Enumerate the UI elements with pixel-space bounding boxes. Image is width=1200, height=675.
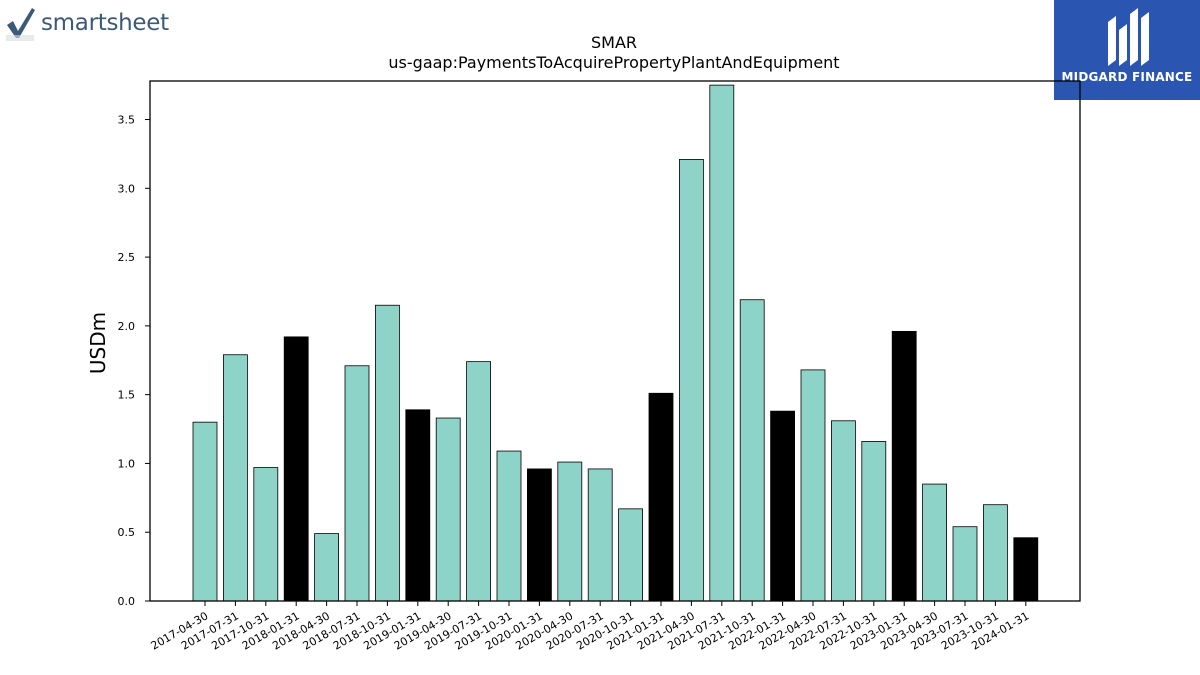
y-tick-label: 3.0 bbox=[118, 182, 136, 195]
y-tick-label: 0.5 bbox=[118, 526, 136, 539]
bar-2023-04-30 bbox=[922, 483, 947, 602]
bar-2022-04-30 bbox=[800, 369, 826, 602]
bar-2023-10-31 bbox=[983, 504, 1008, 602]
bar-2021-04-30 bbox=[679, 159, 704, 602]
checkmark-icon bbox=[6, 8, 35, 41]
bar-2023-07-31 bbox=[952, 526, 978, 602]
bar-2020-04-30 bbox=[557, 461, 583, 602]
bar-2017-07-31 bbox=[222, 354, 248, 602]
y-tick-label: 3.5 bbox=[118, 114, 136, 127]
y-tick-label: 2.5 bbox=[118, 251, 136, 264]
y-tick-label: 1.5 bbox=[118, 389, 136, 402]
bar-2017-04-30 bbox=[192, 421, 218, 602]
y-axis-label: USDm bbox=[86, 312, 110, 374]
bar-2020-01-31 bbox=[527, 468, 552, 602]
bar-2021-07-31 bbox=[709, 84, 735, 602]
bar-2022-07-31 bbox=[831, 420, 856, 602]
x-axis-ticks: 2017-04-302017-07-312017-10-312018-01-31… bbox=[149, 601, 1031, 653]
y-axis-ticks: 0.0 0.5 1.0 1.5 2.0 2.5 3.0 3.5 bbox=[118, 114, 150, 608]
bar-2018-01-31 bbox=[283, 336, 309, 602]
bar-2024-01-31 bbox=[1013, 537, 1039, 602]
chart-subtitle: us-gaap:PaymentsToAcquirePropertyPlantAn… bbox=[388, 53, 839, 72]
bar-2019-10-31 bbox=[496, 450, 522, 602]
bar-2018-07-31 bbox=[344, 365, 370, 602]
bar-2019-01-31 bbox=[405, 409, 431, 602]
bar-2020-10-31 bbox=[618, 508, 643, 602]
smartsheet-logo: smartsheet bbox=[4, 3, 169, 43]
y-tick-label: 2.0 bbox=[118, 320, 136, 333]
bar-2022-10-31 bbox=[861, 441, 887, 602]
bar-2018-04-30 bbox=[314, 533, 340, 602]
plot-frame bbox=[149, 80, 1081, 602]
bar-2019-07-31 bbox=[466, 361, 492, 602]
bar-2021-01-31 bbox=[648, 392, 674, 602]
bar-2021-10-31 bbox=[739, 299, 765, 602]
midgard-finance-logo-text: MIDGARD FINANCE bbox=[1061, 70, 1193, 84]
smartsheet-logo-text: smartsheet bbox=[41, 10, 169, 36]
bar-2020-07-31 bbox=[587, 468, 613, 602]
y-tick-label: 0.0 bbox=[118, 595, 136, 608]
bar-2018-10-31 bbox=[374, 304, 400, 602]
bar-2017-10-31 bbox=[253, 467, 279, 602]
bar-2023-01-31 bbox=[891, 330, 917, 602]
midgard-finance-logo: MIDGARD FINANCE bbox=[1054, 0, 1200, 100]
midgard-emblem-icon bbox=[1108, 8, 1149, 66]
bar-2019-04-30 bbox=[435, 417, 461, 602]
bar-2022-01-31 bbox=[770, 410, 795, 602]
y-tick-label: 1.0 bbox=[118, 457, 136, 470]
chart-title: SMAR bbox=[591, 33, 637, 52]
bars-group bbox=[192, 84, 1039, 602]
